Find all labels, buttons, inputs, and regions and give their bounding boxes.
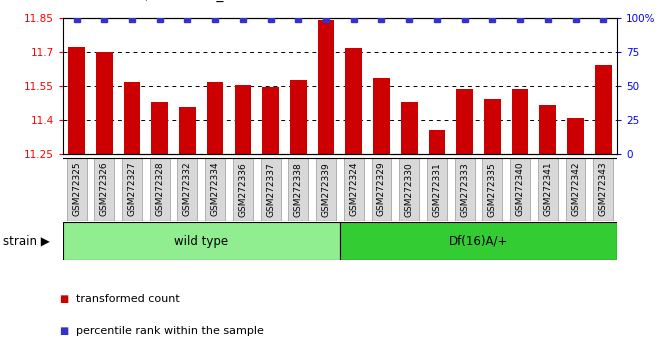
Text: GSM272337: GSM272337 [266,162,275,217]
FancyBboxPatch shape [538,158,558,221]
Bar [373,78,390,154]
Bar [68,47,85,154]
Text: GSM272341: GSM272341 [543,162,552,217]
Bar [428,130,446,154]
Text: GSM272343: GSM272343 [599,162,608,217]
FancyBboxPatch shape [94,158,114,221]
Text: GSM272324: GSM272324 [349,162,358,216]
FancyBboxPatch shape [122,158,142,221]
Bar [345,48,362,154]
FancyBboxPatch shape [344,158,364,221]
FancyBboxPatch shape [593,158,613,221]
Bar [539,105,556,154]
FancyBboxPatch shape [288,158,308,221]
Bar [456,89,473,154]
Bar [179,107,196,154]
Text: GSM272330: GSM272330 [405,162,414,217]
Text: GSM272327: GSM272327 [127,162,137,217]
Text: GSM272339: GSM272339 [321,162,331,217]
Text: GSM272326: GSM272326 [100,162,109,217]
Text: GSM272333: GSM272333 [460,162,469,217]
FancyBboxPatch shape [455,158,475,221]
Bar [123,82,141,154]
Bar [484,99,501,154]
Text: GSM272331: GSM272331 [432,162,442,217]
Bar [151,102,168,154]
FancyBboxPatch shape [399,158,419,221]
Text: GSM272338: GSM272338 [294,162,303,217]
Text: Df(16)A/+: Df(16)A/+ [449,235,508,247]
Bar [290,80,307,154]
FancyBboxPatch shape [178,158,197,221]
Text: GSM272342: GSM272342 [571,162,580,216]
Text: GSM272329: GSM272329 [377,162,386,217]
Text: GSM272332: GSM272332 [183,162,192,217]
FancyBboxPatch shape [372,158,391,221]
Bar [317,20,335,154]
Text: GSM272336: GSM272336 [238,162,248,217]
Text: GSM272340: GSM272340 [515,162,525,217]
FancyBboxPatch shape [63,222,340,260]
Bar [512,89,529,154]
FancyBboxPatch shape [261,158,280,221]
Bar [567,118,584,154]
Text: GSM272334: GSM272334 [211,162,220,217]
Text: GSM272325: GSM272325 [72,162,81,217]
FancyBboxPatch shape [67,158,86,221]
Bar [262,87,279,154]
Text: ■: ■ [59,326,69,336]
Text: ■: ■ [59,294,69,304]
Text: wild type: wild type [174,235,228,247]
FancyBboxPatch shape [566,158,585,221]
Text: GSM272335: GSM272335 [488,162,497,217]
Bar [234,85,251,154]
FancyBboxPatch shape [233,158,253,221]
Text: GSM272328: GSM272328 [155,162,164,217]
FancyBboxPatch shape [482,158,502,221]
Bar [595,65,612,154]
Bar [207,82,224,154]
FancyBboxPatch shape [510,158,530,221]
FancyBboxPatch shape [340,222,617,260]
FancyBboxPatch shape [316,158,336,221]
Text: GDS3478 / 1449635_at: GDS3478 / 1449635_at [76,0,238,2]
Text: strain ▶: strain ▶ [3,235,50,247]
Bar [401,102,418,154]
Bar [96,52,113,154]
FancyBboxPatch shape [427,158,447,221]
FancyBboxPatch shape [150,158,170,221]
FancyBboxPatch shape [205,158,225,221]
Text: transformed count: transformed count [76,294,180,304]
Text: percentile rank within the sample: percentile rank within the sample [76,326,264,336]
